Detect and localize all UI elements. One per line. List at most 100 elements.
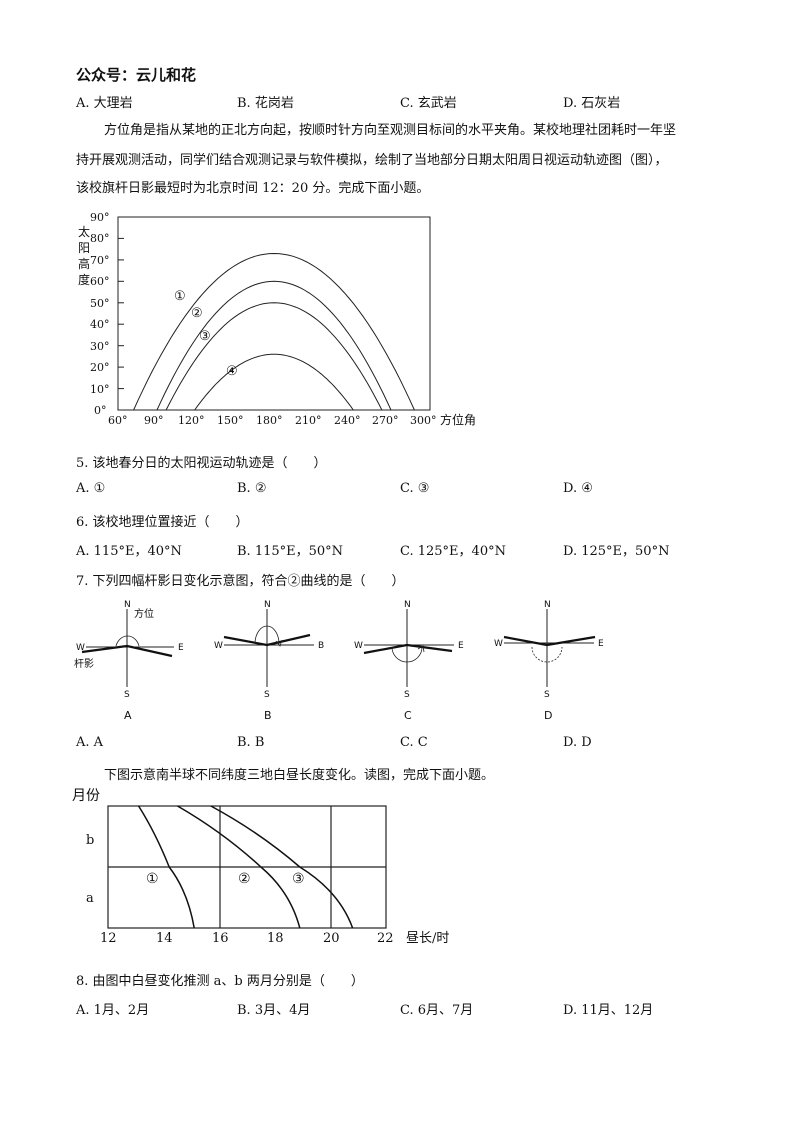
south-label: S [544,690,550,700]
north-label: N [544,600,551,610]
x-tick-label: 22 [377,931,394,946]
curve-label-2: ② [191,306,203,321]
morning-shadow [363,643,408,655]
x-tick-label: 16 [212,931,229,946]
q7-stem: 7. 下列四幅杆影日变化示意图，符合②曲线的是（ ） [76,574,405,589]
q8-option-c[interactable]: C. 6月、7月 [400,1003,474,1018]
x-tick-label: 90° [144,414,164,427]
q8-option-b[interactable]: B. 3月、4月 [237,1003,311,1018]
east-label: E [178,643,184,653]
west-label: W [214,641,223,651]
afternoon-shadow [546,635,596,647]
q5-option-c[interactable]: C. ③ [400,481,430,496]
q6-stem: 6. 该校地理位置接近（ ） [76,515,249,530]
day-length-curve-3 [210,805,354,929]
q8-option-a[interactable]: A. 1月、2月 [76,1003,150,1018]
month-label-b: b [86,833,94,848]
y-tick-label: 0° [94,404,107,417]
figure-letter-d: D [544,709,552,722]
x-tick-label: 18 [267,931,284,946]
curve-label-1: ① [174,289,186,304]
x-tick-label: 12 [100,931,117,946]
plot-frame [117,216,431,411]
q5-option-a[interactable]: A. ① [76,481,106,496]
y-tick-label: 80° [90,232,110,245]
sun-path-chart: 太 阳 高 度 90° 80° 70° 60° 50° 40° 30° 20° … [78,211,476,427]
x-tick-label: 60° [108,414,128,427]
q6-option-c[interactable]: C. 125°E，40°N [400,544,506,559]
x-tick-label: 180° [256,414,283,427]
y-title-char: 阳 [78,241,90,255]
y-axis-title: 月份 [72,788,100,804]
q7-option-b[interactable]: B. B [237,735,265,750]
q8-stem: 8. 由图中白昼变化推测 a、b 两月分别是（ ） [76,974,364,989]
curve-label-2: ② [238,871,251,887]
q4-option-b[interactable]: B. 花岗岩 [237,96,294,111]
azimuth-arc [115,635,140,647]
north-label: N [264,600,271,610]
y-tick-label: 10° [90,383,110,396]
sun-path-curve-2 [156,280,392,411]
day-length-curves [137,805,354,929]
x-tick-label: 270° [372,414,399,427]
intro-paragraph-line-1: 方位角是指从某地的正北方向起，按顺时针方向至观测目标间的水平夹角。某校地理社团耗… [104,123,677,138]
q4-option-c[interactable]: C. 玄武岩 [400,96,457,111]
shadow-figure-c: N S W E C [354,600,464,722]
shadow-figure-d: N S W E D [494,600,604,722]
q7-option-d[interactable]: D. D [563,735,592,750]
y-title-char: 高 [78,256,90,271]
curve-label-3: ③ [292,871,305,887]
q7-option-a[interactable]: A. A [76,735,104,750]
sun-path-curve-1 [133,252,415,411]
arc-arrowhead [275,639,283,647]
curve-label-1: ① [146,871,159,887]
x-tick-label: 120° [178,414,205,427]
x-tick-label: 210° [295,414,322,427]
x-axis-title: 昼长/时 [406,931,449,946]
day-length-chart: 月份 b a 12 14 16 18 20 22 昼长/时 ① ② ③ [72,788,449,946]
q5-option-d[interactable]: D. ④ [563,481,593,496]
figure-letter-b: B [264,709,272,722]
month-label-a: a [86,891,94,906]
y-title-char: 度 [78,272,90,287]
y-title-char: 太 [78,224,90,239]
sun-path-curve-3 [165,302,383,411]
south-label: S [124,690,130,700]
curve-label-4: ④ [226,364,238,379]
north-label: N [404,600,411,610]
intro-paragraph-line-3: 该校旗杆日影最短时为北京时间 12：20 分。完成下面小题。 [76,181,430,196]
figure-letter-a: A [124,709,132,722]
azimuth-arc [391,646,423,663]
q6-option-b[interactable]: B. 115°E，50°N [237,544,344,559]
x-tick-label: 150° [217,414,244,427]
x-tick-label: 240° [334,414,361,427]
azimuth-label: 方位 [134,607,154,620]
q4-option-a[interactable]: A. 大理岩 [76,96,133,111]
x-tick-label: 300° [410,414,437,427]
intro-paragraph-line-2: 持开展观测活动，同学们结合观测记录与软件模拟，绘制了当地部分日期太阳周日视运动轨… [76,153,668,168]
q4-option-d[interactable]: D. 石灰岩 [563,96,621,111]
q6-option-d[interactable]: D. 125°E，50°N [563,544,670,559]
intro2-paragraph: 下图示意南半球不同纬度三地白昼长度变化。读图，完成下面小题。 [104,768,495,783]
day-length-curve-1 [137,805,195,929]
arc-arrowhead [417,645,425,653]
q8-option-d[interactable]: D. 11月、12月 [563,1003,654,1018]
q7-option-c[interactable]: C. C [400,735,428,750]
sun-path-curve-4 [194,353,354,411]
y-tick-label: 30° [90,340,110,353]
west-label: W [76,643,85,653]
y-tick-label: 40° [90,318,110,331]
afternoon-shadow [266,633,311,647]
morning-shadow [223,635,268,647]
shadow-label: 杆影 [74,658,94,670]
afternoon-shadow [406,643,453,653]
east-label: E [598,639,604,649]
figure-letter-c: C [404,709,412,722]
q5-option-b[interactable]: B. ② [237,481,267,496]
q6-option-a[interactable]: A. 115°E，40°N [76,544,182,559]
y-tick-label: 50° [90,297,110,310]
west-label: W [494,639,503,649]
sun-path-curves [133,252,415,411]
west-label: W [354,641,363,651]
y-tick-label: 70° [90,254,110,267]
